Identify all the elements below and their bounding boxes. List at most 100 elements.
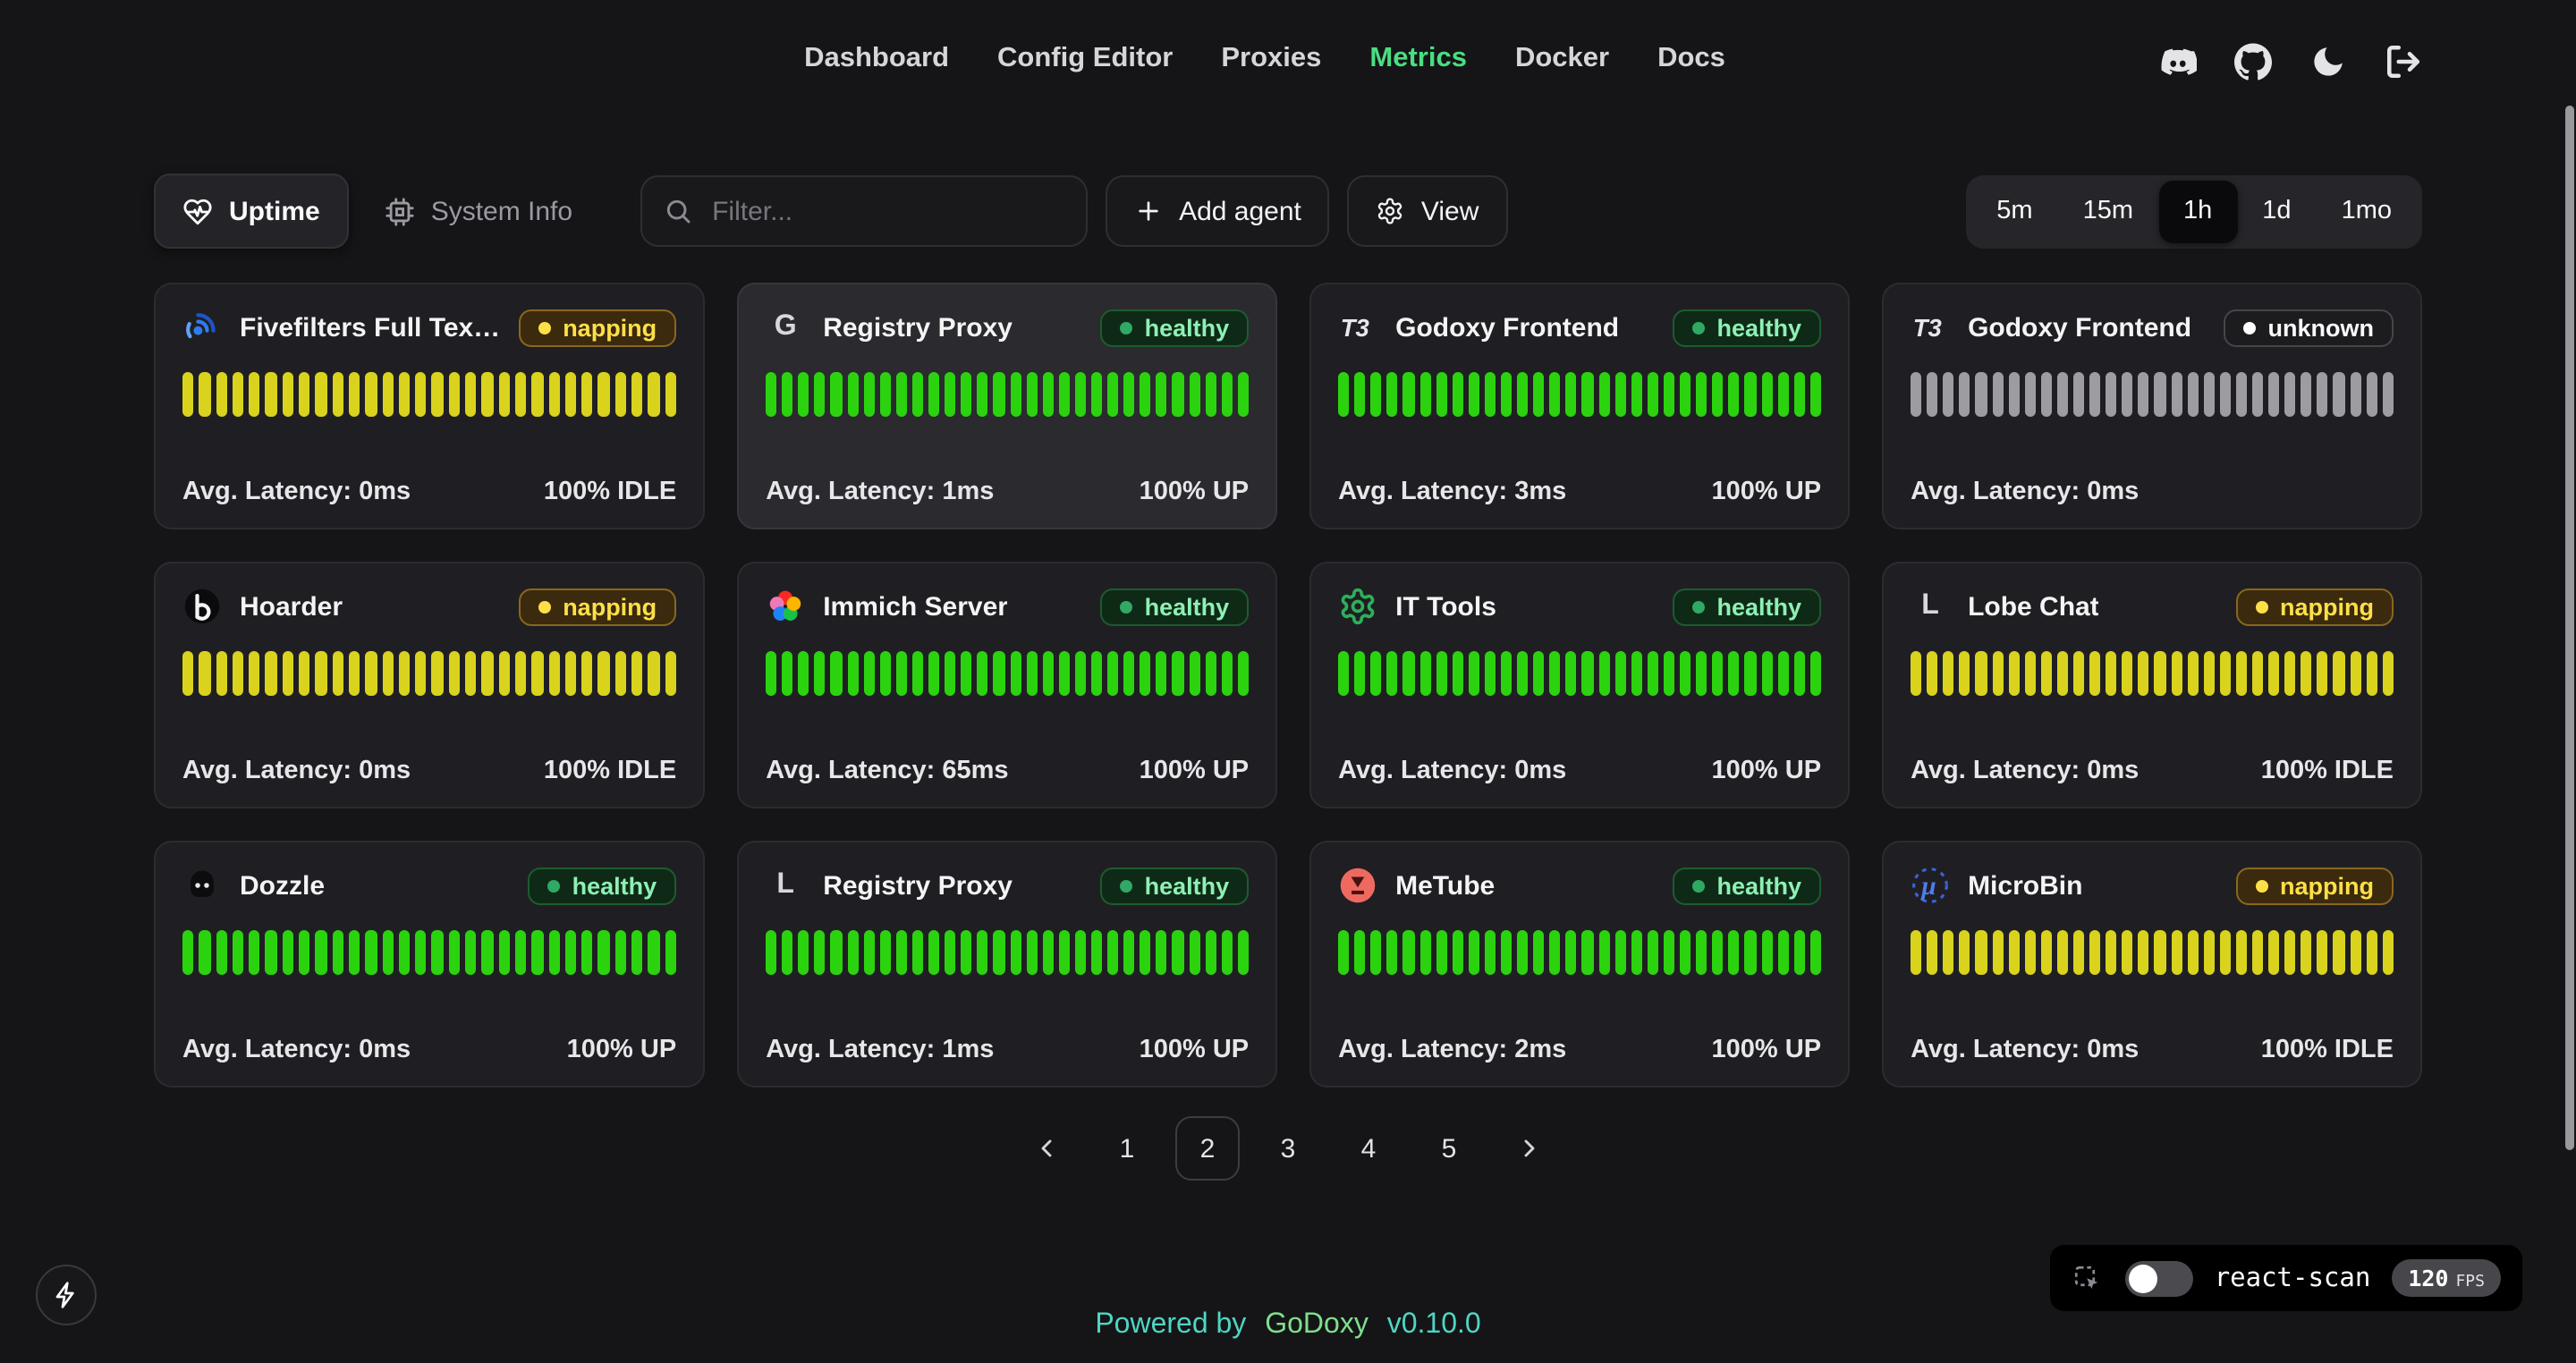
- nav-link-metrics[interactable]: Metrics: [1369, 43, 1467, 73]
- time-range-1h[interactable]: 1h: [2158, 180, 2238, 242]
- uptime-bar: [2317, 372, 2328, 417]
- quick-actions-button[interactable]: [36, 1265, 97, 1325]
- nav-link-config-editor[interactable]: Config Editor: [997, 43, 1174, 73]
- uptime-bar: [1436, 372, 1447, 417]
- fps-value: 120: [2408, 1265, 2449, 1291]
- uptime-bar: [2350, 372, 2361, 417]
- uptime-bar: [365, 372, 377, 417]
- time-range-1d[interactable]: 1d: [2262, 197, 2292, 225]
- latency-text: Avg. Latency: 1ms: [766, 478, 995, 506]
- uptime-bar: [2056, 651, 2068, 696]
- uptime-bar: [1959, 930, 1970, 975]
- app-card[interactable]: Dozzle healthy Avg. Latency: 0ms 100% UP: [154, 841, 706, 1088]
- uptime-bar: [1468, 651, 1479, 696]
- uptime-bar: [348, 651, 360, 696]
- godoxy-brand-link[interactable]: GoDoxy: [1265, 1309, 1368, 1340]
- uptime-bar: [2268, 372, 2280, 417]
- uptime-bar: [2366, 651, 2377, 696]
- nav-link-dashboard[interactable]: Dashboard: [804, 43, 950, 73]
- uptime-bar: [199, 930, 211, 975]
- uptime-bar: [2171, 930, 2182, 975]
- uptime-bar: [847, 930, 859, 975]
- app-name: Registry Proxy: [823, 870, 1013, 901]
- filter-box[interactable]: [640, 175, 1089, 247]
- discord-icon[interactable]: [2159, 43, 2197, 80]
- uptime-bar: [1386, 930, 1398, 975]
- uptime-bar: [1959, 651, 1970, 696]
- uptime-bar: [1107, 372, 1119, 417]
- uptime-bar: [1761, 930, 1773, 975]
- uptime-bar: [531, 651, 544, 696]
- uptime-bar: [911, 372, 924, 417]
- app-card[interactable]: L Registry Proxy healthy Avg. Latency: 1…: [737, 841, 1278, 1088]
- status-dot: [538, 321, 551, 334]
- app-card[interactable]: MeTube healthy Avg. Latency: 2ms 100% UP: [1309, 841, 1851, 1088]
- prev-page-button[interactable]: [1014, 1116, 1079, 1181]
- app-card[interactable]: Immich Server healthy Avg. Latency: 65ms…: [737, 562, 1278, 808]
- add-agent-button[interactable]: Add agent: [1106, 175, 1330, 247]
- uptime-bar: [2252, 372, 2264, 417]
- uptime-bars: [1911, 930, 2394, 975]
- uptime-bar: [216, 372, 227, 417]
- app-card[interactable]: Hoarder napping Avg. Latency: 0ms 100% I…: [154, 562, 706, 808]
- card-footer: Avg. Latency: 0ms 100% UP: [182, 1036, 676, 1064]
- page-4-button[interactable]: 4: [1336, 1116, 1401, 1181]
- app-card[interactable]: T3 Godoxy Frontend unknown Avg. Latency:…: [1882, 283, 2422, 529]
- page-3-button[interactable]: 3: [1256, 1116, 1320, 1181]
- app-card[interactable]: µ MicroBin napping Avg. Latency: 0ms 100…: [1882, 841, 2422, 1088]
- uptime-bar: [1728, 930, 1740, 975]
- nav-link-proxies[interactable]: Proxies: [1221, 43, 1322, 73]
- tab-uptime[interactable]: Uptime: [154, 174, 349, 249]
- status-badge: napping: [2235, 867, 2394, 904]
- app-card[interactable]: T3 Godoxy Frontend healthy Avg. Latency:…: [1309, 283, 1851, 529]
- uptime-bar: [2040, 372, 2052, 417]
- uptime-bar: [1419, 651, 1431, 696]
- uptime-bar: [398, 651, 411, 696]
- uptime-bars: [766, 930, 1249, 975]
- filter-input[interactable]: [708, 194, 1065, 228]
- github-icon[interactable]: [2234, 43, 2272, 80]
- uptime-bar: [1058, 930, 1070, 975]
- uptime-bar: [465, 930, 477, 975]
- react-scan-toggle[interactable]: [2124, 1260, 2193, 1296]
- uptime-bar: [1484, 930, 1496, 975]
- tab-system-info[interactable]: System Info: [356, 174, 601, 249]
- latency-text: Avg. Latency: 0ms: [182, 1036, 411, 1064]
- app-card[interactable]: IT Tools healthy Avg. Latency: 0ms 100% …: [1309, 562, 1851, 808]
- page-5-button[interactable]: 5: [1417, 1116, 1481, 1181]
- time-range-15m[interactable]: 15m: [2082, 197, 2133, 225]
- logout-icon[interactable]: [2385, 43, 2422, 80]
- time-range-1mo[interactable]: 1mo: [2341, 197, 2392, 225]
- uptime-bar: [1123, 930, 1135, 975]
- uptime-bar: [1354, 372, 1366, 417]
- nav-link-docs[interactable]: Docs: [1657, 43, 1725, 73]
- card-header: T3 Godoxy Frontend healthy: [1338, 308, 1822, 347]
- uptime-bar: [2317, 651, 2328, 696]
- next-page-button[interactable]: [1497, 1116, 1562, 1181]
- nav-link-docker[interactable]: Docker: [1514, 43, 1610, 73]
- scan-cursor-icon[interactable]: [2072, 1262, 2104, 1294]
- uptime-bar: [199, 372, 211, 417]
- card-header: G Registry Proxy healthy: [766, 308, 1250, 347]
- uptime-bar: [1058, 372, 1070, 417]
- page-2-button[interactable]: 2: [1175, 1116, 1240, 1181]
- uptime-bar: [1647, 372, 1658, 417]
- page-1-button[interactable]: 1: [1095, 1116, 1159, 1181]
- uptime-bar: [1090, 372, 1103, 417]
- moon-icon[interactable]: [2309, 43, 2347, 80]
- view-button[interactable]: View: [1347, 175, 1508, 247]
- uptime-bar: [631, 651, 643, 696]
- uptime-bar: [2252, 651, 2264, 696]
- app-card[interactable]: G Registry Proxy healthy Avg. Latency: 1…: [737, 283, 1278, 529]
- uptime-bar: [1402, 651, 1415, 696]
- uptime-bar: [1598, 651, 1610, 696]
- uptime-bar: [2235, 372, 2247, 417]
- status-badge: healthy: [1099, 588, 1250, 625]
- app-card[interactable]: Fivefilters Full Tex… napping Avg. Laten…: [154, 283, 706, 529]
- app-card[interactable]: L Lobe Chat napping Avg. Latency: 0ms 10…: [1882, 562, 2422, 808]
- uptime-bar: [1436, 651, 1447, 696]
- scrollbar-thumb[interactable]: [2565, 106, 2574, 1150]
- uptime-bar: [1565, 930, 1577, 975]
- time-range-5m[interactable]: 5m: [1996, 197, 2033, 225]
